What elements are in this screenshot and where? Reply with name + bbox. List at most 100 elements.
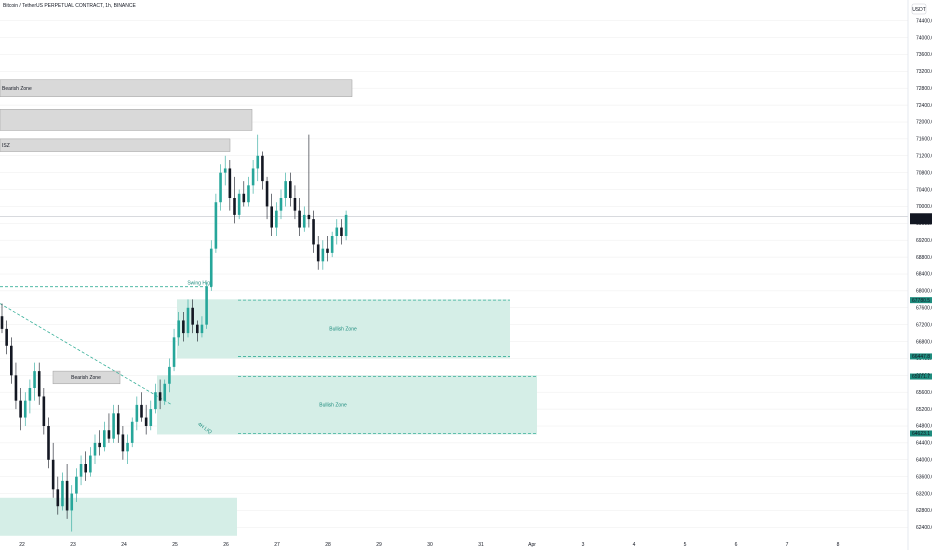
unit-badge: [911, 3, 927, 15]
bearish-zone: [52, 370, 121, 385]
candle-body: [237, 193, 241, 215]
price-tick-label: 64000.0: [916, 457, 932, 463]
candle-body: [214, 202, 218, 249]
candle-body: [196, 324, 199, 334]
price-tick-label: 63600.0: [916, 474, 932, 480]
candle-body: [61, 480, 64, 507]
price-tick-label: 74000.0: [916, 35, 932, 41]
candle-body: [321, 248, 325, 262]
candle-body: [79, 464, 83, 477]
candle-body: [191, 307, 194, 325]
price-tick-label: 66800.0: [916, 339, 932, 345]
swing-high-label: Swing High: [187, 281, 213, 287]
time-tick-label: 29: [376, 542, 382, 548]
zone-price-label: 64623.1: [912, 431, 930, 437]
time-tick-label: 7: [786, 542, 789, 548]
time-tick-label: 26: [223, 542, 229, 548]
candle-body: [154, 392, 157, 410]
zone-price-badge: [910, 430, 932, 437]
time-tick-label: 23: [70, 542, 76, 548]
price-tick-label: 74400.0: [916, 18, 932, 24]
candle-body: [135, 404, 139, 422]
price-tick-label: 64400.0: [916, 441, 932, 447]
time-tick-label: 8: [837, 542, 840, 548]
candle-body: [182, 320, 185, 334]
candle-body: [130, 421, 134, 443]
candle-body: [200, 324, 204, 334]
candle-body: [172, 337, 176, 367]
price-tick-label: 69200.0: [916, 238, 932, 244]
candle-body: [209, 248, 213, 287]
price-tick-label: 72800.0: [916, 86, 932, 92]
price-tick-label: 73600.0: [916, 52, 932, 58]
candle-body: [326, 248, 329, 253]
price-tick-label: 70400.0: [916, 187, 932, 193]
candle-body: [149, 409, 153, 426]
candle-body: [23, 400, 27, 418]
candle-body: [42, 396, 46, 426]
candle-body: [340, 227, 343, 236]
price-tick-label: 62400.0: [916, 525, 932, 531]
candle-body: [228, 168, 232, 198]
candle-body: [28, 388, 32, 401]
price-tick-label: 67600.0: [916, 305, 932, 311]
zone-price-label: 65971.7: [912, 374, 930, 380]
candle-body: [242, 193, 246, 203]
zone-price-badge: [910, 373, 932, 380]
zone-price-label: 67780.5: [912, 298, 930, 304]
price-tick-label: 64800.0: [916, 424, 932, 430]
candle-body: [284, 181, 287, 198]
candle-body: [65, 480, 69, 511]
candle-body: [140, 404, 143, 418]
last-price-badge: [910, 213, 932, 225]
time-tick-label: 3: [582, 542, 585, 548]
candle-body: [107, 430, 111, 439]
chart-title: Bitcoin / TetherUS PERPETUAL CONTRACT, 1…: [3, 3, 136, 9]
candle-body: [302, 214, 306, 228]
candle-body: [33, 371, 36, 388]
candle-body: [163, 383, 167, 401]
candle-body: [168, 366, 171, 384]
candle-body: [330, 236, 334, 253]
bullish-zone: [177, 299, 510, 359]
liquidity-line: [0, 303, 173, 406]
time-tick-label: 28: [325, 542, 331, 548]
candle-body: [5, 328, 8, 346]
candle-body: [19, 400, 22, 418]
zone-label: Bearish Zone: [2, 86, 32, 92]
candle-body: [56, 489, 60, 507]
price-tick-label: 65200.0: [916, 407, 932, 413]
candle-body: [70, 493, 74, 511]
price-tick-label: 71200.0: [916, 153, 932, 159]
zone-price-badge: [910, 297, 932, 304]
candle-body: [158, 392, 162, 401]
price-tick-label: 70800.0: [916, 170, 932, 176]
candle-body: [279, 198, 283, 211]
price-tick-label: 72000.0: [916, 120, 932, 126]
candle-body: [289, 181, 292, 198]
price-tick-label: 73200.0: [916, 69, 932, 75]
price-tick-label: 67200.0: [916, 322, 932, 328]
time-tick-label: 25: [172, 542, 178, 548]
candle-body: [126, 442, 129, 452]
price-axis[interactable]: USDT 62400.0 62800.0 63200.0 63600.0 64000.0 6…: [907, 0, 932, 550]
candle-body: [344, 214, 348, 236]
bullish-zone: [0, 497, 237, 536]
candle-body: [84, 464, 87, 473]
candle-body: [251, 168, 255, 186]
candle-body: [0, 316, 4, 329]
candle-body: [335, 227, 339, 236]
time-tick-label: Apr: [528, 542, 536, 548]
candle-body: [261, 155, 264, 182]
bearish-zone: [0, 109, 253, 131]
zone-label: Bullish Zone: [329, 327, 357, 333]
price-tick-label: 65600.0: [916, 390, 932, 396]
price-tick-label: 70000.0: [916, 204, 932, 210]
time-tick-label: 22: [19, 542, 25, 548]
zone-label: Bullish Zone: [319, 403, 347, 409]
candle-body: [275, 210, 278, 228]
price-tick-label: 72400.0: [916, 103, 932, 109]
time-axis[interactable]: 22 23 24 25 26 27 28 29 30 31 Apr 3 4 5 6 7 8: [19, 542, 839, 548]
candle-body: [103, 430, 106, 448]
